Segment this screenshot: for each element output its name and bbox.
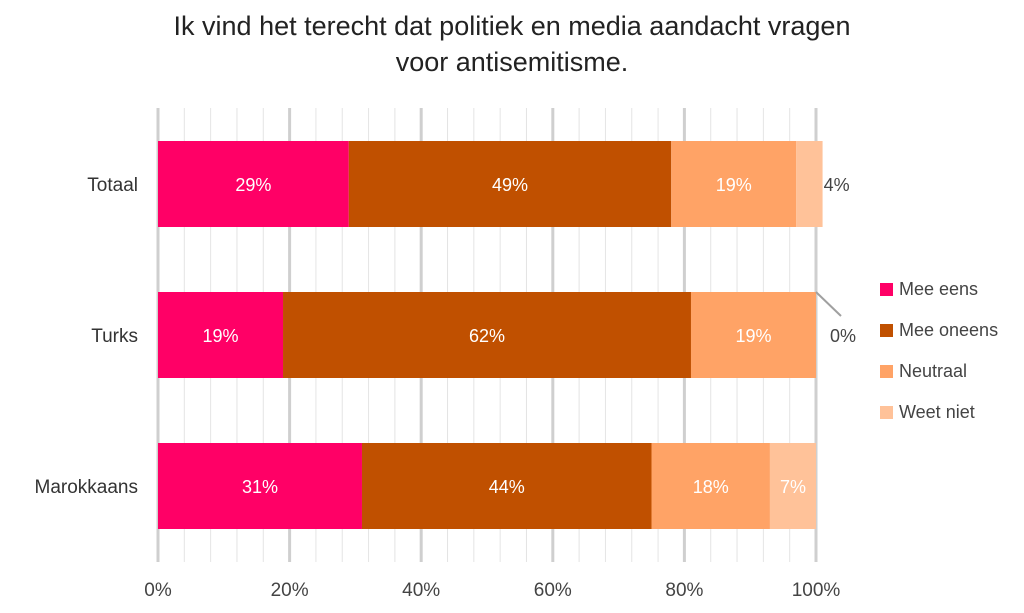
data-label: 44% — [489, 477, 525, 497]
chart-title-line-1: Ik vind het terecht dat politiek en medi… — [173, 11, 851, 41]
legend-entry: Mee eens — [899, 279, 978, 299]
data-label: 29% — [235, 175, 271, 195]
data-label: 0% — [830, 326, 856, 346]
legend-entry: Neutraal — [899, 361, 967, 381]
data-label: 18% — [693, 477, 729, 497]
bar-segment — [651, 443, 770, 529]
x-tick-label: 20% — [271, 580, 309, 601]
bar-segment — [283, 292, 691, 378]
bar-segment — [158, 141, 349, 227]
x-tick-label: 100% — [792, 580, 841, 601]
data-label: 19% — [716, 175, 752, 195]
data-label: 19% — [202, 326, 238, 346]
callout-line — [815, 291, 842, 317]
data-label: 7% — [780, 477, 806, 497]
category-label: Marokkaans — [35, 477, 139, 498]
legend-swatch — [880, 283, 893, 296]
bar-segment — [769, 443, 816, 529]
legend-swatch — [880, 406, 893, 419]
bar-segment — [158, 443, 362, 529]
bar-segment — [361, 443, 652, 529]
data-label: 4% — [824, 175, 850, 195]
legend-entry: Weet niet — [899, 402, 975, 422]
category-label: Turks — [91, 326, 138, 347]
bar-segment — [796, 141, 823, 227]
data-label: 62% — [469, 326, 505, 346]
x-tick-label: 80% — [665, 580, 703, 601]
data-label: 31% — [242, 477, 278, 497]
bar-segment — [671, 141, 797, 227]
x-tick-label: 60% — [534, 580, 572, 601]
legend-swatch — [880, 365, 893, 378]
bar-segment — [690, 292, 816, 378]
x-tick-label: 40% — [402, 580, 440, 601]
data-label: 19% — [735, 326, 771, 346]
legend-entry: Mee oneens — [899, 320, 998, 340]
category-label: Totaal — [87, 175, 138, 196]
data-label: 49% — [492, 175, 528, 195]
legend-swatch — [880, 324, 893, 337]
bar-segment — [158, 292, 284, 378]
chart-title-line-2: voor antisemitisme. — [395, 47, 629, 77]
bar-segment — [348, 141, 672, 227]
chart-title: Ik vind het terecht dat politiek en medi… — [0, 8, 1024, 80]
x-tick-label: 0% — [144, 580, 172, 601]
